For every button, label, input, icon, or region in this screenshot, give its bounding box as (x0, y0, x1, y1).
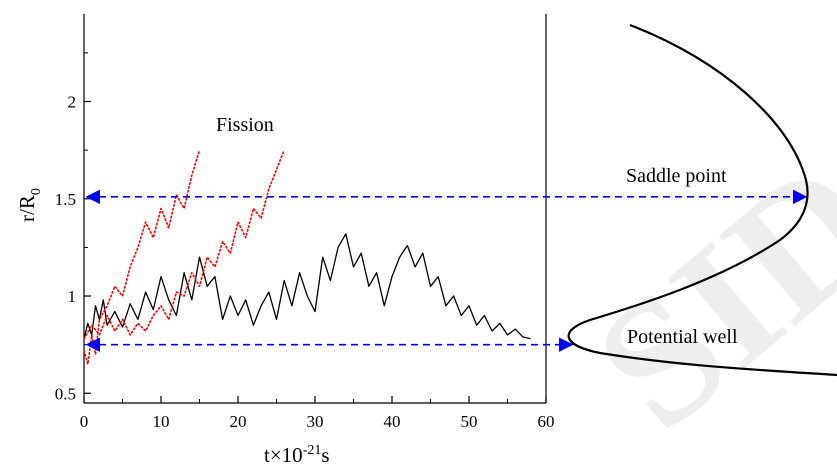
x-tick-label: 60 (538, 412, 555, 431)
x-axis-title-exponent: -21 (303, 443, 322, 458)
series-line-0 (83, 233, 531, 340)
y-axis-title-subscript: 0 (29, 188, 44, 195)
x-axis-title: t×10-21s (264, 443, 330, 467)
potential-well-label: Potential well (627, 326, 738, 348)
tick-labels: 0 10 20 30 40 50 60 0.5 1 1.5 2 (55, 93, 555, 431)
series-line-1 (83, 149, 201, 365)
fission-label: Fission (216, 114, 274, 136)
x-tick-label: 30 (307, 412, 324, 431)
x-tick-label: 0 (80, 412, 89, 431)
y-axis-title: r/R0 (15, 188, 44, 222)
y-tick-label: 0.5 (55, 384, 76, 403)
y-axis-title-main: r/R (15, 195, 39, 222)
y-tick-label: 1.5 (55, 190, 76, 209)
saddle-point-label: Saddle point (626, 165, 727, 187)
potential-curve (567, 23, 837, 377)
x-tick-label: 50 (461, 412, 478, 431)
x-axis-title-main: t×10 (264, 443, 303, 467)
y-tick-label: 2 (68, 93, 77, 112)
ticks (83, 52, 547, 403)
y-tick-label: 1 (68, 287, 77, 306)
x-tick-label: 10 (153, 412, 170, 431)
x-axis-title-unit: s (321, 443, 329, 467)
x-tick-label: 20 (230, 412, 247, 431)
series-line-2 (83, 149, 286, 340)
reference-lines (85, 189, 808, 352)
series-layer (83, 149, 531, 365)
x-tick-label: 40 (384, 412, 401, 431)
